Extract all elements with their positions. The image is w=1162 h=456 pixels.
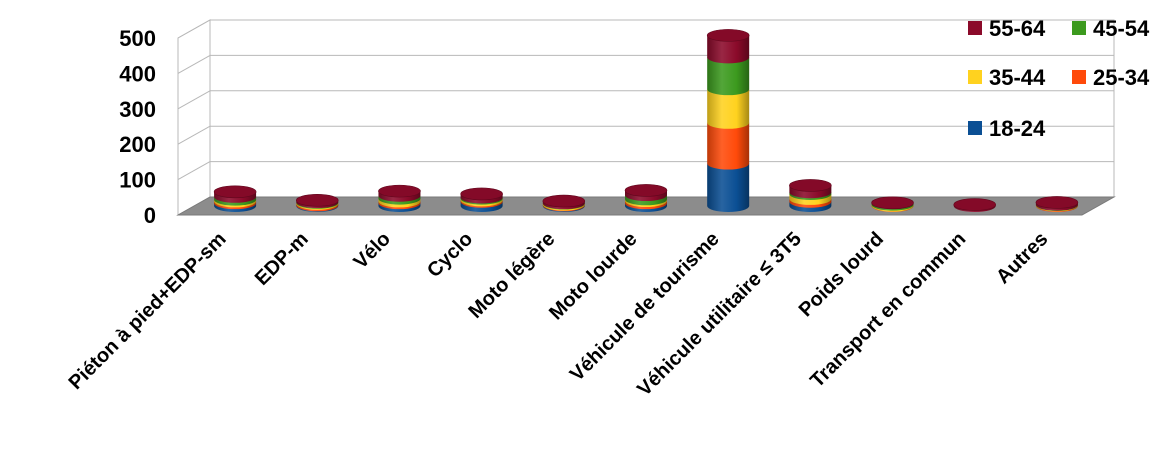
y-axis: 0 100 200 300 400 500 [119, 26, 156, 228]
legend-label: 55-64 [989, 16, 1046, 41]
bar-stack [624, 184, 668, 212]
bar-top-cap [624, 184, 668, 197]
category-label: EDP-m [251, 228, 313, 290]
bar-top-cap [871, 196, 914, 210]
bar-top-cap [542, 194, 586, 208]
grid-layer [177, 19, 1115, 216]
legend-swatch [1072, 21, 1086, 35]
gridline [177, 90, 211, 110]
legend-swatch [1072, 70, 1086, 84]
bar-segment [707, 122, 750, 170]
category-label: Piéton à pied+EDP-sm [65, 228, 231, 394]
bar-stack [1035, 196, 1079, 213]
bar-top-cap [953, 198, 997, 211]
category-label: Véhicule de tourisme [566, 228, 724, 386]
legend-label: 35-44 [989, 65, 1046, 90]
bar-top-cap [213, 185, 257, 199]
bar-top-cap [378, 184, 421, 198]
category-label: Cyclo [423, 228, 477, 282]
y-tick-label: 500 [119, 26, 156, 51]
bar-stack [789, 179, 832, 213]
gridline [177, 125, 211, 145]
gridline [177, 19, 211, 39]
gridline [177, 161, 211, 181]
category-label: Transport en commun [806, 228, 970, 392]
bar-stack [706, 29, 750, 213]
bar-top-cap [789, 179, 832, 192]
bar-top-cap [1035, 196, 1079, 209]
bar-stack [378, 184, 421, 213]
bar-top-cap [706, 29, 750, 42]
y-tick-label: 200 [119, 132, 156, 157]
bar-stack [213, 185, 257, 213]
y-tick-label: 0 [144, 203, 156, 228]
legend-swatch [968, 21, 982, 35]
bar-segment [707, 35, 750, 64]
bar-stack [460, 187, 503, 213]
legend: 55-64 45-54 35-44 25-34 18-24 [968, 16, 1150, 141]
bar-stack [542, 194, 586, 213]
bar-top-cap [295, 194, 339, 207]
category-label: Véhicule utilitaire ≤ 3T5 [633, 228, 806, 401]
bar-stack [953, 198, 997, 213]
y-tick-label: 100 [119, 168, 156, 193]
bar-segment [707, 89, 750, 129]
y-tick-label: 300 [119, 97, 156, 122]
bar-top-cap [460, 187, 503, 201]
legend-label: 45-54 [1093, 16, 1150, 41]
bars-layer [213, 29, 1079, 213]
gridline [177, 54, 211, 74]
y-tick-label: 400 [119, 61, 156, 86]
category-label: Autres [992, 228, 1052, 288]
bar-stack [871, 196, 914, 213]
legend-swatch [968, 70, 982, 84]
legend-swatch [968, 121, 982, 135]
bar-segment [707, 163, 750, 213]
legend-label: 25-34 [1093, 65, 1150, 90]
legend-label: 18-24 [989, 116, 1046, 141]
bar-segment [707, 57, 750, 96]
bar-stack [295, 194, 339, 212]
back-wall [209, 19, 1115, 198]
category-label: Vélo [350, 228, 395, 273]
side-wall [177, 19, 211, 216]
